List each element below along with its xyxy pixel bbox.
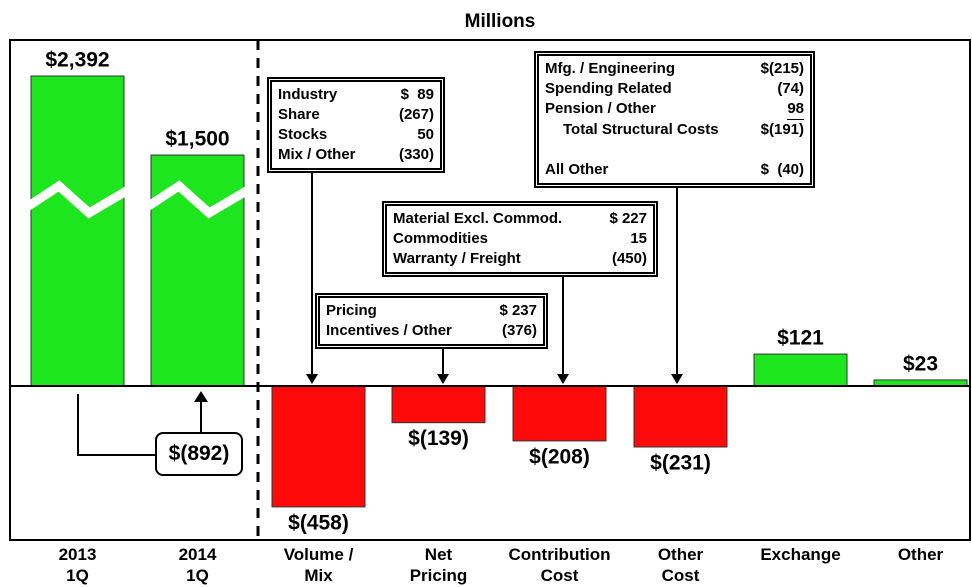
x-tick-label: 2014 1Q (178, 545, 217, 585)
data-label: $1,500 (165, 128, 229, 151)
annotation-row: Warranty / Freight (450) (393, 249, 647, 269)
plot-frame (9, 39, 971, 541)
annotation-row: All Other $ (40) (545, 160, 804, 180)
x-tick-label: Net Pricing (409, 545, 468, 585)
data-label: $(139) (408, 427, 469, 450)
annotation-row: Share (267) (278, 105, 434, 125)
callout: $(892) (155, 432, 243, 476)
annotation-value: (376) (501, 322, 537, 339)
annotation-value: $(215) (760, 60, 804, 77)
x-tick-label: Exchange (760, 545, 841, 564)
annotation-value: $ 227 (609, 210, 647, 227)
annotation-value: (74) (777, 80, 804, 97)
arrowhead (671, 374, 683, 384)
data-label: $(231) (650, 452, 711, 475)
bar (30, 75, 125, 387)
arrowhead (194, 391, 208, 402)
arrowhead (437, 374, 449, 384)
annotation-row: Mix / Other (330) (278, 145, 434, 165)
annotation-label: Mix / Other (278, 146, 356, 163)
annotation-box: Material Excl. Commod. $ 227 Commodities 15… (385, 204, 655, 274)
bar (633, 385, 728, 448)
x-tick-label: 2013 1Q (58, 545, 97, 585)
data-label: $23 (903, 352, 938, 375)
annotation-label: Pension / Other (545, 100, 656, 117)
data-label: $(208) (529, 445, 590, 468)
bar (150, 154, 245, 387)
x-tick-label: Volume / Mix (283, 545, 354, 585)
annotation-label: Industry (278, 86, 338, 103)
annotation-label: Incentives / Other (326, 322, 452, 339)
annotation-row: Commodities 15 (393, 229, 647, 249)
annotation-value: (267) (398, 106, 434, 123)
annotation-label: Commodities (393, 230, 489, 247)
annotation-value: (330) (398, 146, 434, 163)
arrowhead (557, 374, 569, 384)
axis-break (144, 180, 251, 219)
annotation-label: All Other (545, 161, 609, 178)
annotation-label: Spending Related (545, 80, 672, 97)
annotation-box: Pricing $ 237 Incentives / Other (376) (318, 296, 545, 346)
annotation-value: $(191) (760, 121, 804, 138)
data-label: $121 (777, 327, 824, 350)
annotation-label: Share (278, 106, 320, 123)
annotation-label: Material Excl. Commod. (393, 210, 563, 227)
chart-title: Millions (465, 11, 536, 32)
bar (753, 353, 848, 387)
annotation-value: $ 237 (499, 302, 537, 319)
annotation-label: Warranty / Freight (393, 250, 521, 267)
bar (271, 385, 366, 508)
annotation-value: 50 (417, 126, 434, 143)
annotation-row: Stocks 50 (278, 125, 434, 145)
annotation-value: 15 (630, 230, 647, 247)
annotation-box: Industry $ 89 Share (267) Stocks 50 Mix / Othe… (270, 80, 442, 170)
annotation-value: 98 (787, 99, 804, 120)
x-tick-label: Contribution Cost (508, 545, 611, 585)
data-label: $2,392 (45, 49, 109, 72)
annotation-row: Material Excl. Commod. $ 227 (393, 209, 647, 229)
annotation-row: Pension / Other 98 (545, 99, 804, 120)
bar (512, 385, 607, 442)
annotation-row: Spending Related (74) (545, 79, 804, 99)
annotation-value: $ 89 (400, 86, 434, 103)
annotation-row: Total Structural Costs $(191) (545, 120, 804, 140)
annotation-box: Mfg. / Engineering $(215) Spending Related… (537, 54, 812, 185)
bar (391, 385, 486, 424)
x-tick-label: Other (897, 545, 944, 564)
annotation-label: Mfg. / Engineering (545, 60, 675, 77)
annotation-row: Incentives / Other (376) (326, 321, 537, 341)
annotation-label: Stocks (278, 126, 328, 143)
axis-break (24, 180, 131, 219)
annotation-value: (450) (611, 250, 647, 267)
annotation-row: Industry $ 89 (278, 85, 434, 105)
connector (77, 394, 155, 456)
annotation-label: Pricing (326, 302, 377, 319)
data-label: $(458) (288, 511, 349, 534)
annotation-label: Total Structural Costs (563, 121, 719, 138)
x-tick-label: Other Cost (657, 545, 704, 585)
annotation-row: Mfg. / Engineering $(215) (545, 59, 804, 79)
arrowhead (306, 374, 318, 384)
annotation-row: Pricing $ 237 (326, 301, 537, 321)
annotation-value: $ (40) (760, 161, 804, 178)
